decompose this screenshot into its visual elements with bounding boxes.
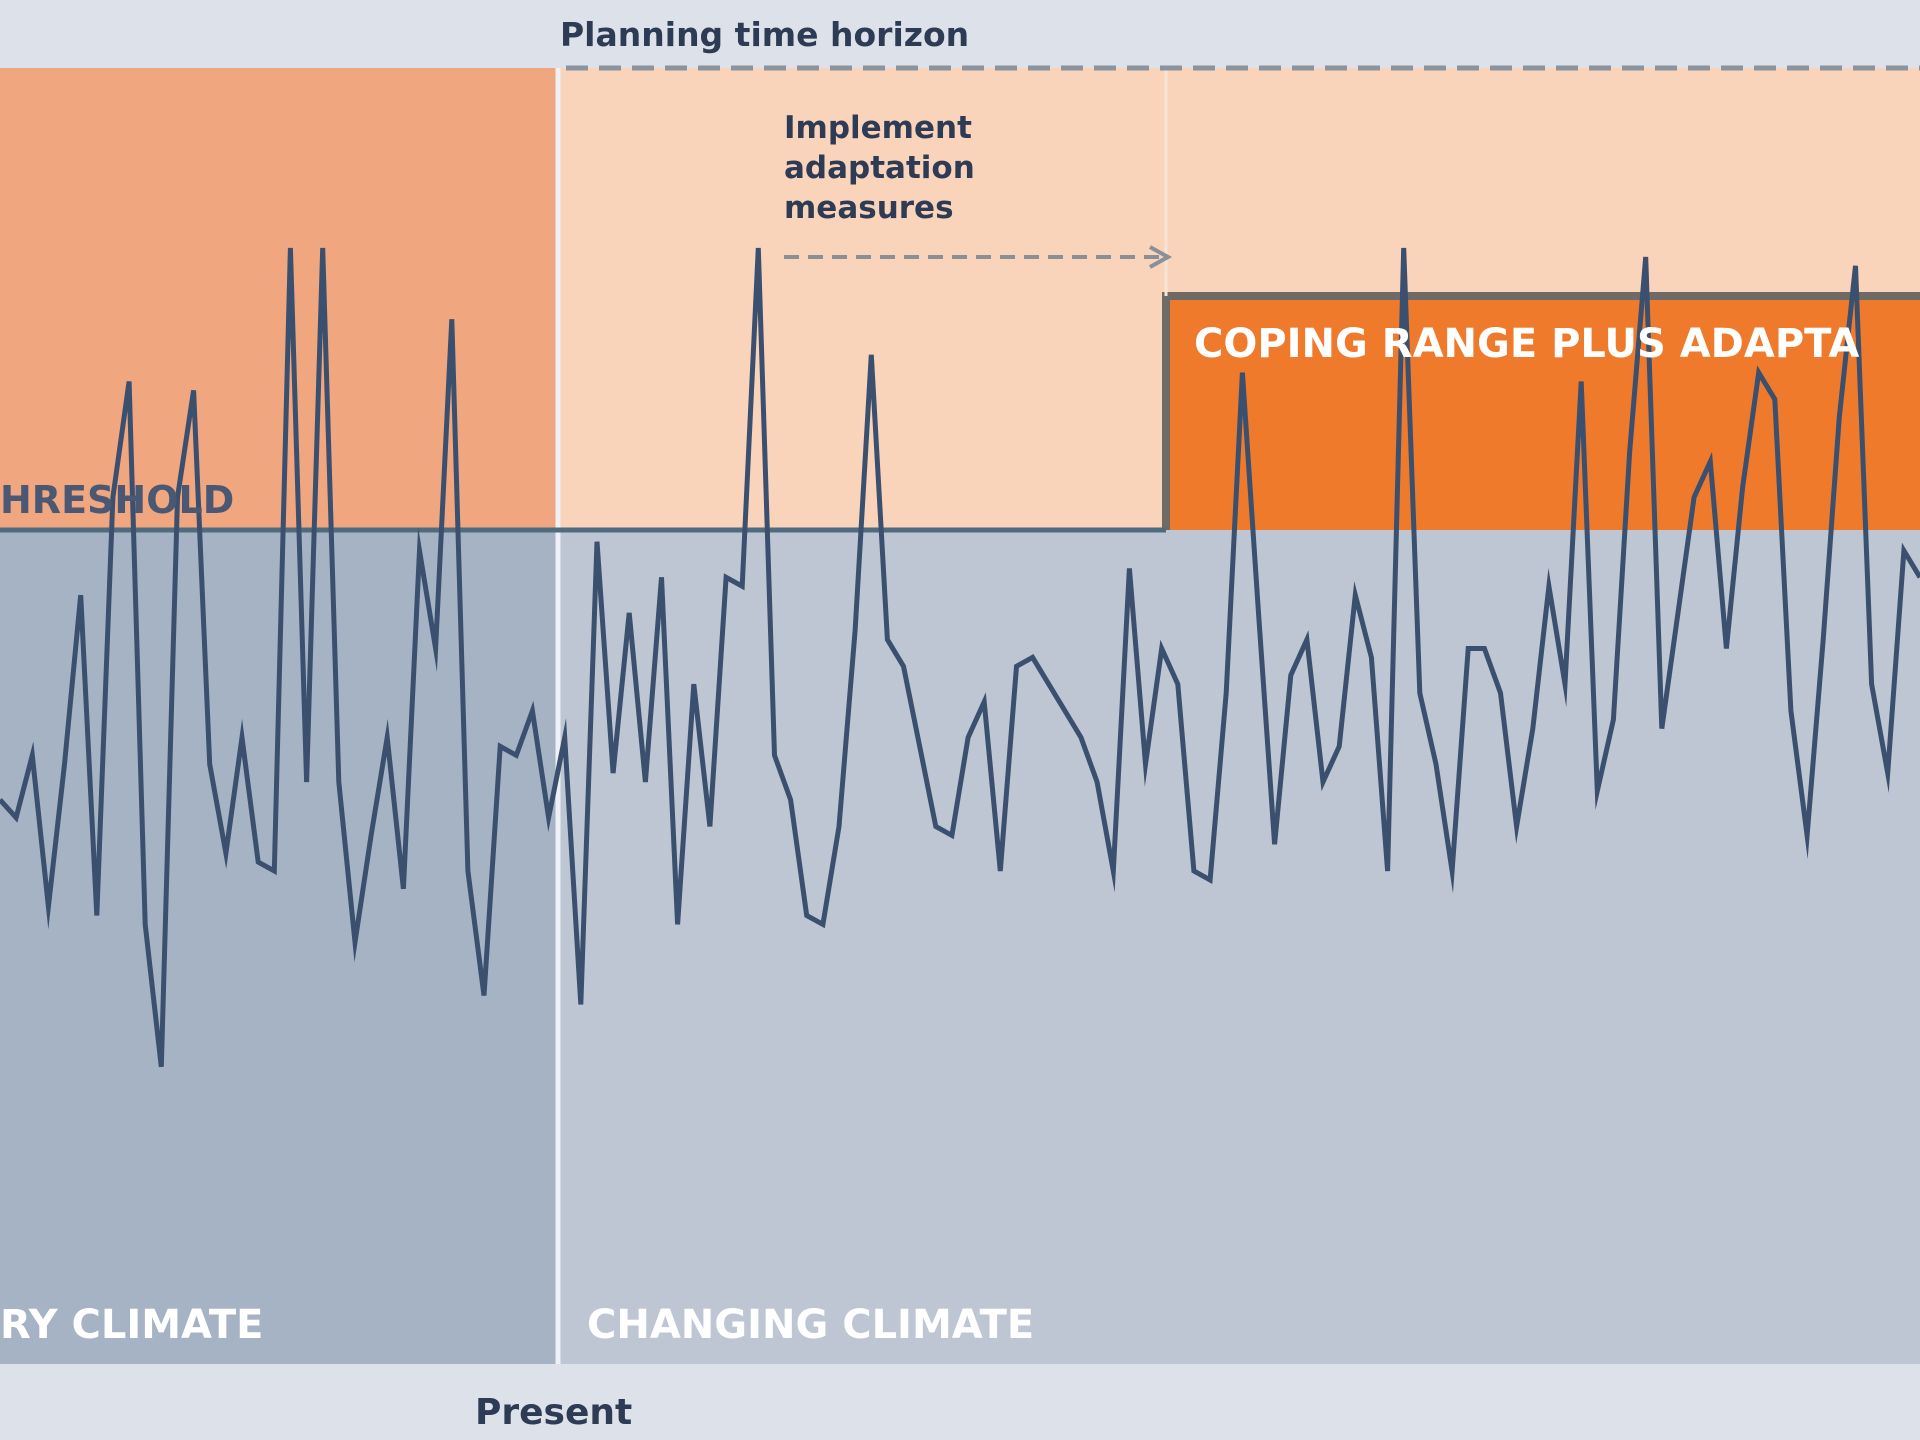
- coping-adaptation-label: COPING RANGE PLUS ADAPTA: [1194, 321, 1859, 367]
- planning-horizon-label: Planning time horizon: [560, 15, 969, 54]
- stationary-climate-label: RY CLIMATE: [0, 1302, 264, 1348]
- present-label: Present: [475, 1392, 632, 1433]
- implement-label-line3: measures: [784, 190, 954, 226]
- coping-range-past: [0, 68, 556, 530]
- implement-label-line1: Implement: [784, 110, 972, 146]
- threshold-label: HRESHOLD: [0, 478, 234, 522]
- climate-series-line: [0, 247, 1920, 1068]
- below-threshold-future: [560, 530, 1920, 1364]
- implement-label-line2: adaptation: [784, 150, 975, 186]
- changing-climate-label: CHANGING CLIMATE: [587, 1302, 1034, 1348]
- coping-plus-adaptation-band: [1166, 296, 1920, 530]
- implement-arrow-head: [1149, 245, 1173, 269]
